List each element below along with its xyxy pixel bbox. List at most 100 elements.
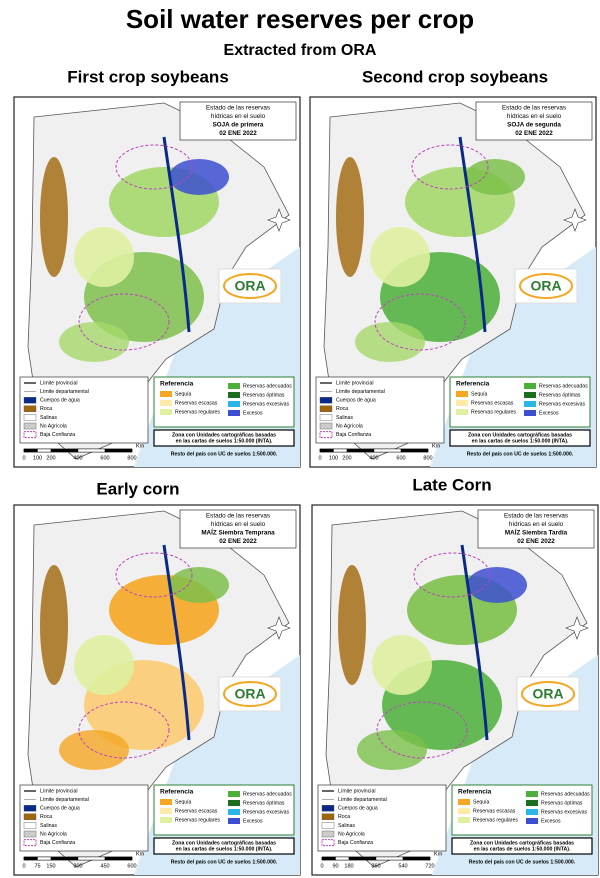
legend-swatch xyxy=(319,405,333,412)
reference-label: Reservas excesivas xyxy=(539,401,586,407)
rest-note: Resto del país con UC de suelos 1:500.00… xyxy=(467,451,574,457)
legend-swatch xyxy=(321,830,335,838)
zone-note: en las cartas de suelos 1:50.000 (INTA). xyxy=(474,846,571,852)
reference-swatch xyxy=(228,392,240,398)
river xyxy=(162,544,191,741)
region xyxy=(169,159,229,195)
reference-label: Reservas adecuadas xyxy=(243,383,292,389)
region xyxy=(74,635,134,695)
reference-swatch xyxy=(458,799,470,805)
legend-label: Cuerpos de agua xyxy=(336,398,376,404)
logo-text: ORA xyxy=(234,278,265,294)
reference-swatch xyxy=(160,409,172,415)
legend-swatch xyxy=(23,813,37,820)
legend-label: No Agrícola xyxy=(336,423,363,429)
legend-label: Baja Confianza xyxy=(40,432,75,438)
legend-label: Límite departamental xyxy=(336,389,385,395)
reference-label: Reservas regulares xyxy=(175,817,220,823)
reference-swatch xyxy=(524,383,536,389)
scale-label: 75 xyxy=(34,863,40,869)
scale-label: 600 xyxy=(100,455,109,461)
legend-swatch xyxy=(23,397,37,404)
reference-label: Reservas excesivas xyxy=(243,809,290,815)
legend-label: Salinas xyxy=(40,415,57,421)
legend-label: No Agrícola xyxy=(338,831,365,837)
compass xyxy=(267,208,291,232)
scale-segment xyxy=(104,448,133,453)
reference-label: Reservas regulares xyxy=(471,409,516,415)
info-text: SOJA de segunda xyxy=(507,122,561,129)
reference-swatch xyxy=(228,383,240,389)
legend-label: Salinas xyxy=(338,823,355,829)
low-confidence xyxy=(413,552,491,598)
region xyxy=(40,157,68,277)
low-confidence xyxy=(374,293,466,351)
zone-note: Zona con Unidades cartográficas basadas xyxy=(172,840,276,846)
region xyxy=(357,730,427,770)
zone-box xyxy=(153,837,295,855)
scale-label: 600 xyxy=(127,863,136,869)
reference-label: Reservas adecuadas xyxy=(541,791,590,797)
scale-label: 600 xyxy=(396,455,405,461)
info-text: hídricas en el suelo xyxy=(211,521,266,528)
legend-swatch xyxy=(321,813,335,820)
legend-swatch xyxy=(23,431,37,439)
scale-label: 300 xyxy=(73,863,82,869)
scale-segment xyxy=(375,856,404,861)
rest-note: Resto del país con UC de suelos 1:500.00… xyxy=(469,859,576,865)
info-text: hídricas en el suelo xyxy=(509,521,564,528)
legend-swatch xyxy=(319,431,333,439)
info-text: hídricas en el suelo xyxy=(211,113,266,120)
zone-note: Zona con Unidades cartográficas basadas xyxy=(468,432,572,438)
reference-swatch xyxy=(456,409,468,415)
reference-swatch xyxy=(228,818,240,824)
reference-label: Reservas óptimas xyxy=(243,392,285,398)
reference-box xyxy=(451,784,593,836)
legend-label: Cuerpos de agua xyxy=(40,806,80,812)
reference-box xyxy=(153,784,295,836)
low-confidence xyxy=(78,293,170,351)
reference-swatch xyxy=(524,392,536,398)
region xyxy=(336,157,364,277)
region xyxy=(465,159,525,195)
reference-label: Reservas adecuadas xyxy=(243,791,292,797)
legend-label: Roca xyxy=(336,406,348,412)
region xyxy=(74,227,134,287)
scale-segment xyxy=(321,856,336,861)
compass xyxy=(267,616,291,640)
reference-label: Excesos xyxy=(243,410,263,416)
scale-unit: Km xyxy=(434,851,443,857)
reference-swatch xyxy=(526,809,538,815)
region xyxy=(467,567,527,603)
scale-segment xyxy=(77,448,106,453)
scale-label: 540 xyxy=(398,863,407,869)
scale-label: 90 xyxy=(332,863,338,869)
logo-ring xyxy=(223,681,277,707)
reference-swatch xyxy=(160,400,172,406)
reference-swatch xyxy=(160,391,172,397)
scale-segment xyxy=(346,448,375,453)
scale-label: 0 xyxy=(318,455,321,461)
zone-note: en las cartas de suelos 1:50.000 (INTA). xyxy=(176,438,273,444)
reference-label: Sequía xyxy=(473,799,490,805)
scale-segment xyxy=(400,448,429,453)
info-text: 02 ENE 2022 xyxy=(517,538,555,545)
reference-swatch xyxy=(526,818,538,824)
river xyxy=(460,544,489,741)
legend-label: Límite departamental xyxy=(40,797,89,803)
scale-unit: Km xyxy=(136,851,145,857)
low-confidence xyxy=(78,701,170,759)
legend-label: Baja Confianza xyxy=(336,432,371,438)
scale-label: 0 xyxy=(22,863,25,869)
reference-box xyxy=(449,376,591,428)
reference-swatch xyxy=(228,809,240,815)
legend-label: Salinas xyxy=(336,415,353,421)
scale-label: 800 xyxy=(423,455,432,461)
reference-label: Reservas excesivas xyxy=(243,401,290,407)
legend-box xyxy=(19,376,149,444)
legend-label: Salinas xyxy=(40,823,57,829)
scale-segment xyxy=(23,856,38,861)
scale-segment xyxy=(402,856,431,861)
scale-label: 100 xyxy=(33,455,42,461)
legend-label: Límite provincial xyxy=(40,788,77,794)
